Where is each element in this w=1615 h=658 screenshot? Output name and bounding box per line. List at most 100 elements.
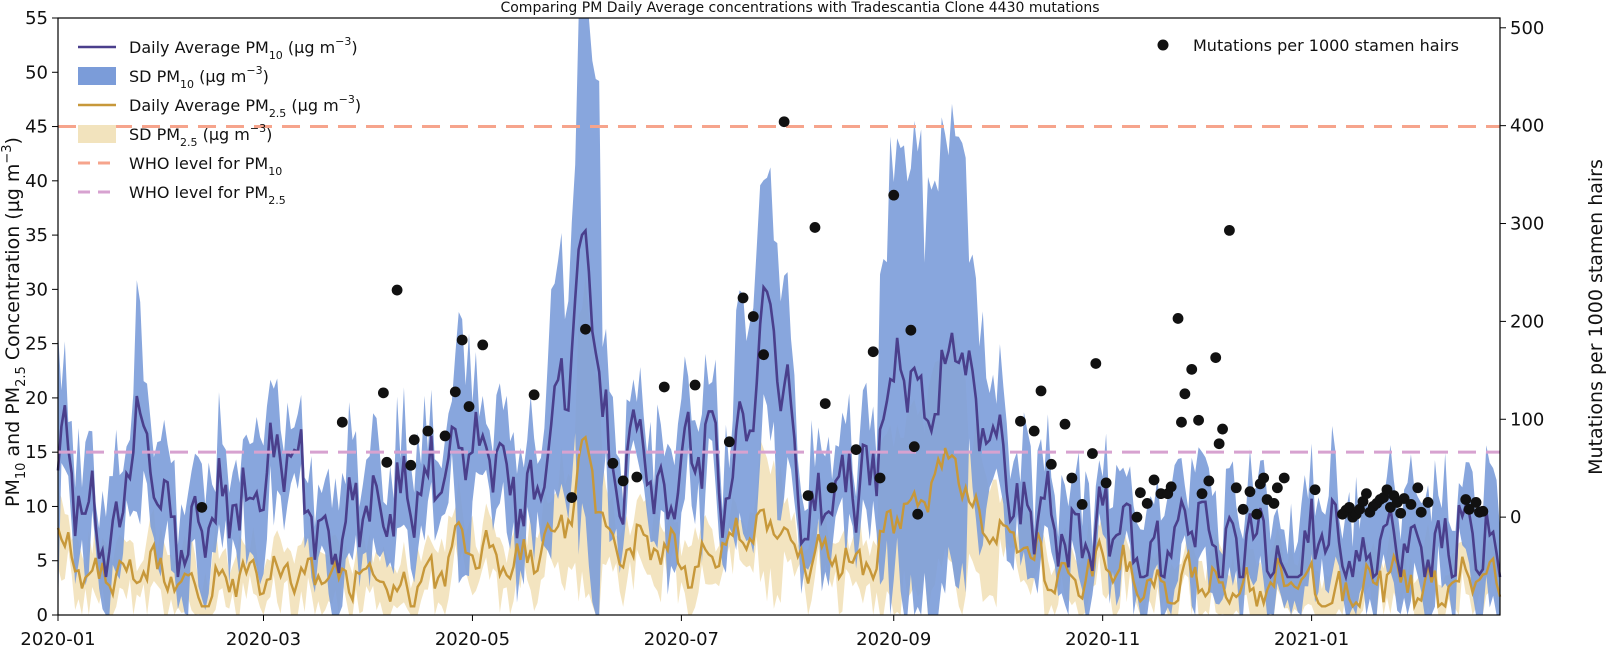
left-y-tick-label-7: 30 (25, 279, 48, 300)
mutation-point-101 (1463, 503, 1475, 515)
left-axis-title-sub-2: 2.5 (14, 366, 29, 387)
mutation-point-75 (1278, 472, 1290, 484)
legend-swatch-pm25_sd (78, 125, 116, 143)
mutation-point-56 (1176, 416, 1187, 428)
legend-label-sub-pm10_avg: 10 (269, 49, 283, 62)
left-y-tick-label-6: 25 (25, 334, 48, 355)
left-axis-title-part-1: PM (2, 479, 24, 507)
mutation-point-6 (405, 459, 417, 471)
mutation-point-65 (1224, 224, 1235, 236)
mutation-point-17 (607, 457, 619, 469)
who-layer (58, 125, 1500, 454)
mutation-point-76 (1309, 484, 1321, 496)
legend-label-main-pm25_sd: SD PM (129, 125, 180, 144)
chart-title: Comparing PM Daily Average concentration… (500, 0, 1099, 16)
mutation-point-26 (778, 116, 790, 128)
x-tick-label-6: 2020-11 (1065, 629, 1140, 650)
mutation-point-49 (1134, 487, 1146, 499)
legend-label-sup-pm10_sd: −3 (246, 64, 262, 77)
mutation-point-63 (1213, 438, 1225, 450)
x-tick-label-7: 2021-01 (1274, 629, 1349, 650)
legend-label-main-pm10_sd: SD PM (129, 67, 180, 86)
mutation-point-59 (1193, 414, 1204, 426)
legend-label-pm10_avg: Daily Average PM10 (µg m−3) (129, 35, 358, 62)
mutation-point-16 (580, 323, 591, 335)
left-y-tick-label-11: 50 (25, 62, 48, 83)
mutation-point-84 (1361, 488, 1372, 500)
mutation-point-38 (1015, 415, 1026, 427)
legend-label-suffix-pm10_avg: (µg m (283, 38, 335, 57)
mutation-point-55 (1172, 313, 1184, 324)
left-axis-title-sup: −3 (0, 144, 15, 163)
mutation-point-18 (617, 475, 629, 487)
mutation-point-10 (449, 386, 461, 398)
mutation-point-94 (1395, 507, 1407, 519)
mutation-point-102 (1470, 497, 1482, 508)
left-y-tick-label-3: 10 (25, 496, 48, 517)
mutation-point-7 (408, 434, 420, 446)
mutation-point-13 (477, 339, 489, 351)
mutation-point-47 (1100, 477, 1112, 489)
legend-label-sup-pm25_avg: −3 (339, 93, 355, 106)
mutation-point-97 (1412, 482, 1424, 494)
legend-label-sub-who_pm10: 10 (268, 165, 282, 178)
mutation-point-43 (1066, 472, 1078, 484)
mutation-point-27 (802, 490, 814, 501)
right-y-tick-label-4: 300 (1510, 214, 1544, 235)
right-axis-title: Mutations per 1000 stamen hairs (1585, 159, 1607, 475)
mutation-point-104 (1477, 505, 1489, 517)
mutation-point-45 (1087, 448, 1098, 459)
mutation-point-41 (1045, 458, 1057, 470)
left-y-tick-label-5: 20 (25, 388, 48, 409)
left-y-tick-label-2: 5 (37, 551, 48, 572)
left-axis-title-part-3: Concentration (µg m (2, 164, 24, 367)
legend-label-sub-who_pm25: 2.5 (268, 194, 286, 207)
mutation-point-1 (196, 501, 208, 513)
mutation-point-48 (1131, 511, 1143, 523)
mutation-point-21 (689, 379, 701, 391)
legend-label-pm25_avg: Daily Average PM2.5 (µg m−3) (129, 93, 361, 120)
mutation-point-22 (723, 436, 735, 448)
right-y-tick-label-3: 200 (1510, 311, 1544, 332)
mutation-point-9 (439, 430, 451, 442)
mutation-point-33 (874, 472, 886, 484)
legend-label-pm10_sd: SD PM10 (µg m−3) (129, 64, 269, 91)
legend-label-end-pm25_avg: ) (355, 96, 361, 115)
mutation-point-35 (905, 324, 917, 336)
mutation-point-25 (758, 349, 769, 361)
left-y-tick-label-4: 15 (25, 442, 48, 463)
mutation-point-61 (1203, 475, 1215, 487)
mutation-point-23 (737, 292, 749, 304)
legend-label-suffix-pm25_sd: (µg m (198, 125, 250, 144)
right-y-tick-label-5: 400 (1510, 116, 1544, 137)
right-y-tick-label-6: 500 (1510, 18, 1544, 39)
mutation-point-2 (336, 416, 348, 428)
mutation-point-51 (1148, 474, 1160, 486)
mutation-point-36 (908, 441, 920, 453)
left-y-tick-label-8: 35 (25, 225, 48, 246)
legend-label-mutations: Mutations per 1000 stamen hairs (1193, 36, 1459, 55)
scatter-layer (196, 116, 1489, 523)
mutation-point-11 (456, 334, 468, 346)
pm25-line (56, 434, 1502, 611)
left-axis-title-part-4: ) (2, 137, 24, 144)
mutation-point-28 (809, 222, 821, 233)
left-axis-title-part-2: and PM (2, 387, 24, 463)
mutation-point-67 (1237, 503, 1249, 515)
legend-label-main-pm10_avg: Daily Average PM (129, 38, 269, 57)
x-tick-label-3: 2020-05 (435, 629, 510, 650)
legend-label-who_pm25: WHO level for PM2.5 (129, 183, 286, 207)
x-tick-label-4: 2020-07 (644, 629, 719, 650)
legend-label-end-pm10_sd: ) (263, 67, 269, 86)
mutation-point-32 (867, 346, 879, 358)
mutation-point-57 (1179, 388, 1191, 400)
mutation-point-96 (1405, 499, 1417, 510)
legend-label-suffix-pm10_sd: (µg m (194, 67, 246, 86)
mutation-point-12 (463, 401, 475, 412)
mutation-point-8 (422, 425, 434, 437)
legend-label-sub-pm25_sd: 2.5 (180, 136, 198, 149)
legend-label-main-who_pm10: WHO level for PM (129, 154, 268, 173)
mutation-point-3 (377, 387, 389, 399)
axis-layer: 0 5 10 15 20 25 30 35 40 45 50 55 0 100 200 300 400 500 20… (20, 8, 1544, 650)
mutation-point-42 (1059, 418, 1071, 430)
